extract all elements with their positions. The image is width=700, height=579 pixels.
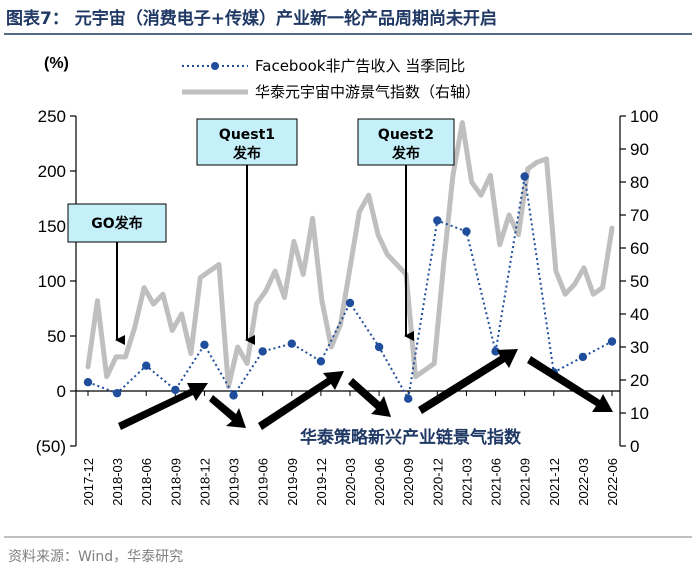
y-right-tick-label: 0 <box>630 437 639 456</box>
x-tick-label: 2018-03 <box>110 458 125 506</box>
x-tick-label: 2020-12 <box>430 458 445 506</box>
y-right-tick-label: 40 <box>630 305 649 324</box>
trend-arrow-down-2 <box>348 378 391 417</box>
facebook-point <box>171 385 180 395</box>
facebook-point <box>316 357 326 366</box>
facebook-point <box>433 216 442 225</box>
facebook-point <box>83 378 93 387</box>
y-left-tick-label: 150 <box>38 217 66 236</box>
facebook-point <box>607 337 617 346</box>
x-tick-label: 2021-09 <box>518 458 533 506</box>
facebook-point <box>520 172 529 181</box>
x-tick-label: 2018-12 <box>197 458 212 506</box>
facebook-point <box>200 340 209 349</box>
annotation-quest2-box <box>357 118 455 166</box>
annotation-quest2: Quest2 发布 <box>357 118 455 341</box>
trend-arrow-up-2 <box>258 371 344 430</box>
y-right-tick-label: 50 <box>630 272 649 291</box>
series-index-line <box>85 120 615 390</box>
x-tick-label: 2019-09 <box>285 458 300 506</box>
source-text: 资料来源：Wind，华泰研究 <box>8 549 183 565</box>
facebook-point <box>229 391 238 400</box>
annotation-go-text: GO发布 <box>91 215 142 232</box>
y-right-tick-label: 80 <box>630 173 649 192</box>
trend-arrow-up-1 <box>118 383 208 430</box>
trend-arrow-down-3 <box>527 356 613 412</box>
y-left-ticks: 250 200 150 100 50 0 (50) <box>36 107 76 456</box>
trend-arrow-down-1 <box>209 395 246 428</box>
legend: Facebook非广告收入 当季同比 华泰元宇宙中游景气指数（右轴） <box>182 57 480 101</box>
annotation-quest2-text-2: 发布 <box>391 145 420 162</box>
x-tick-label: 2019-03 <box>227 458 242 506</box>
x-tick-label: 2017-12 <box>81 458 96 506</box>
annotation-go: GO发布 <box>67 203 167 345</box>
facebook-point <box>112 389 122 398</box>
y-right-tick-label: 70 <box>630 206 649 225</box>
annotation-go-box <box>67 203 167 243</box>
facebook-point <box>374 342 384 352</box>
index-label: 华泰策略新兴产业链景气指数 <box>300 427 522 448</box>
x-tick-label: 2018-06 <box>139 458 154 506</box>
y-right-tick-label: 10 <box>630 404 649 423</box>
legend-index-label: 华泰元宇宙中游景气指数（右轴） <box>255 83 480 101</box>
x-tick-label: 2019-06 <box>256 458 271 506</box>
annotation-quest1-box <box>196 118 298 166</box>
annotation-quest1-text-1: Quest1 <box>219 127 275 143</box>
x-tick-label: 2021-03 <box>459 458 474 506</box>
y-right-tick-label: 90 <box>630 140 649 159</box>
y-left-tick-label: 200 <box>38 162 66 181</box>
annotation-quest2-text-1: Quest2 <box>378 127 434 143</box>
facebook-point <box>462 227 471 236</box>
y-left-tick-label: 250 <box>38 107 66 126</box>
y-right-tick-label: 60 <box>630 239 649 258</box>
facebook-point <box>491 347 500 356</box>
facebook-point <box>345 298 355 308</box>
x-tick-label: 2018-09 <box>168 458 183 506</box>
y-left-tick-label: (50) <box>36 437 66 456</box>
series-facebook-markers <box>83 172 617 403</box>
x-tick-label: 2020-09 <box>401 458 416 506</box>
y-left-tick-label: 50 <box>47 327 66 346</box>
legend-facebook-marker <box>211 62 219 70</box>
facebook-point <box>287 339 296 348</box>
x-ticks: 2017-12 2018-03 2018-06 2018-09 2018-12 2019-… <box>81 391 620 506</box>
x-tick-label: 2022-03 <box>576 458 591 506</box>
y-right-tick-label: 30 <box>630 338 649 357</box>
y-right-tick-label: 100 <box>630 107 658 126</box>
trend-arrow-up-3 <box>418 349 518 414</box>
trend-arrows <box>118 349 613 430</box>
y-left-tick-label: 100 <box>38 272 66 291</box>
facebook-point <box>258 347 267 356</box>
x-tick-label: 2020-03 <box>343 458 358 506</box>
legend-facebook-label: Facebook非广告收入 当季同比 <box>255 57 465 75</box>
x-tick-label: 2019-12 <box>314 458 329 506</box>
facebook-point <box>142 361 151 370</box>
facebook-point <box>578 352 588 362</box>
y-left-unit: (%) <box>44 55 69 72</box>
y-left-tick-label: 0 <box>57 382 66 401</box>
x-tick-label: 2020-06 <box>372 458 387 506</box>
facebook-point <box>404 394 413 403</box>
annotation-quest1: Quest1 发布 <box>196 118 298 345</box>
x-tick-label: 2021-12 <box>547 458 562 506</box>
chart-title: 图表7： 元宇宙（消费电子+传媒）产业新一轮产品周期尚未开启 <box>6 8 497 29</box>
x-tick-label: 2021-06 <box>489 458 504 506</box>
annotation-quest1-text-2: 发布 <box>232 145 261 162</box>
y-right-tick-label: 20 <box>630 371 649 390</box>
x-tick-label: 2022-06 <box>605 458 620 506</box>
